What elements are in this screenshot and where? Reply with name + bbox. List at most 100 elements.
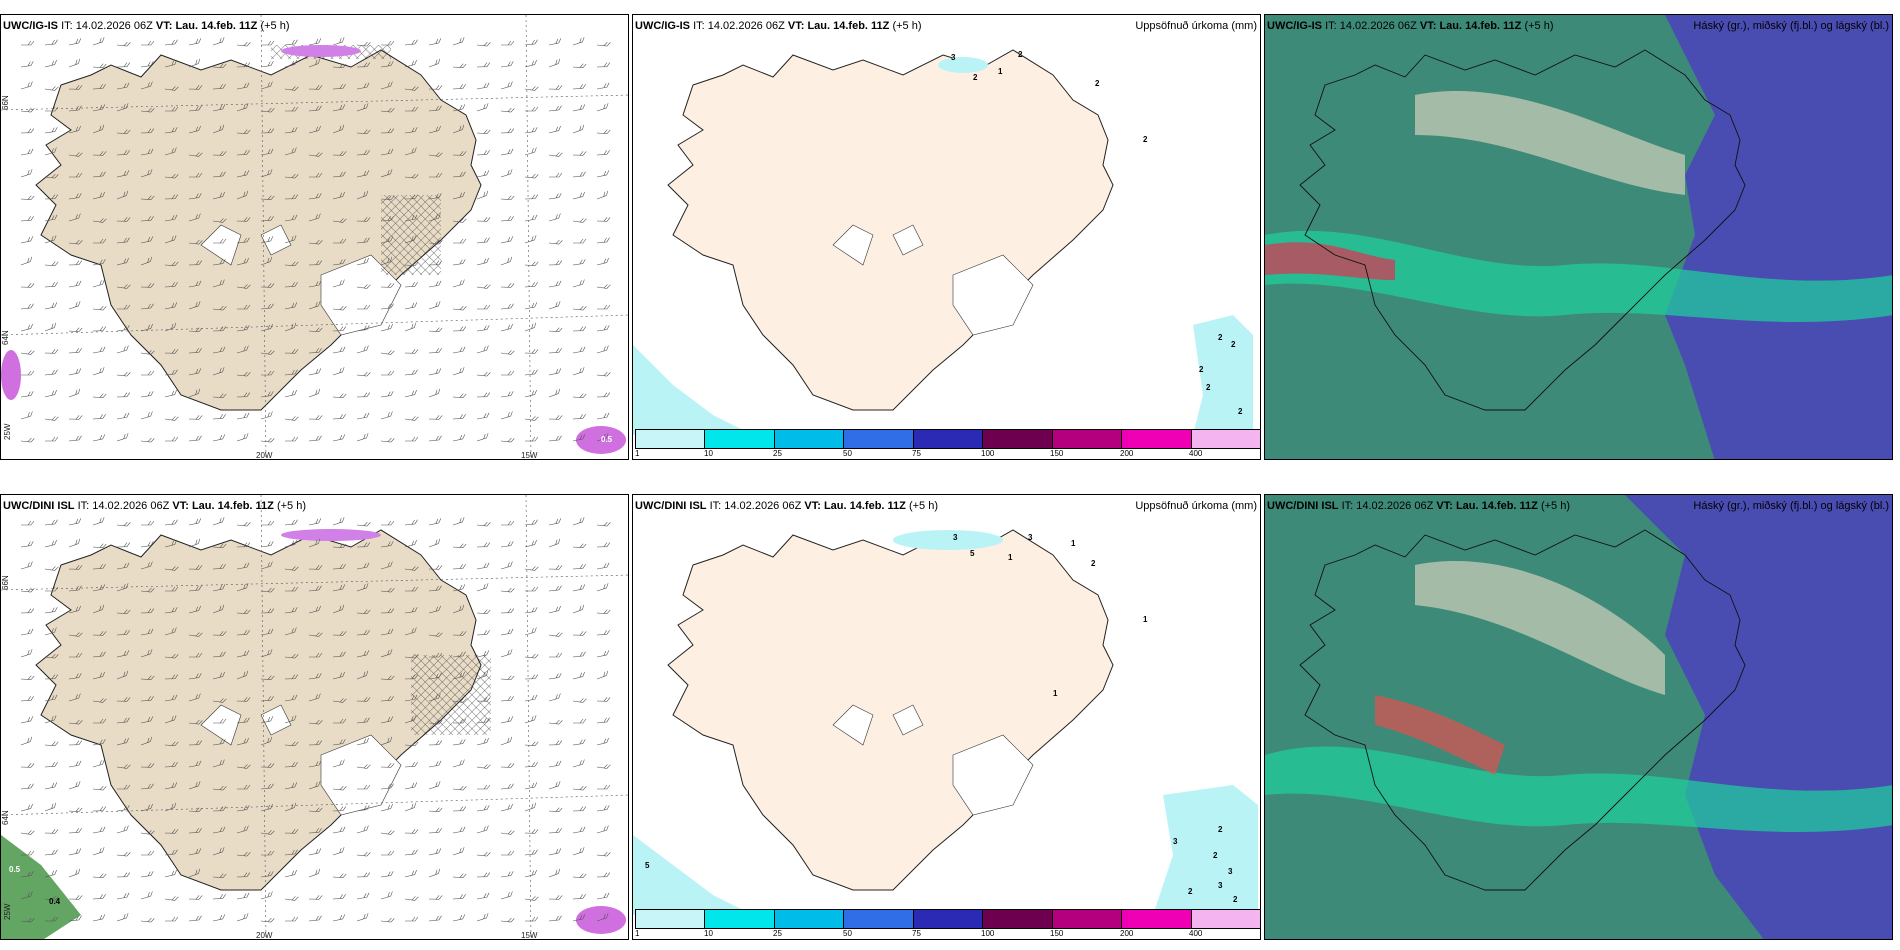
wind-barb xyxy=(141,520,155,526)
wind-barb xyxy=(212,873,227,878)
wind-barb xyxy=(524,369,538,376)
legend-swatch xyxy=(1052,910,1123,928)
precip-value: 2 xyxy=(1143,135,1148,144)
wind-barb xyxy=(548,239,563,245)
wind-barb xyxy=(284,782,298,790)
wind-barb xyxy=(380,783,394,790)
wind-barb xyxy=(68,565,83,570)
wind-barb xyxy=(596,190,609,200)
wind-barb xyxy=(332,739,346,746)
wind-barb xyxy=(140,628,154,636)
wind-barb xyxy=(500,169,513,178)
wind-barb xyxy=(164,86,179,91)
wind-barb xyxy=(20,81,33,90)
wind-barb xyxy=(452,305,467,311)
wind-barb xyxy=(572,847,585,856)
wind-barb xyxy=(548,565,563,570)
wind-barb xyxy=(284,322,297,332)
legend-tick: 1 xyxy=(635,449,640,458)
wind-barb xyxy=(428,827,442,834)
precip-value: 2 xyxy=(1199,365,1204,374)
wind-barb xyxy=(332,393,347,398)
wind-barb xyxy=(236,257,249,266)
wind-barb xyxy=(236,62,251,68)
wind-barb xyxy=(500,107,515,113)
wind-barb xyxy=(524,349,539,354)
wind-barb xyxy=(452,259,466,266)
legend-tick: 150 xyxy=(1050,449,1064,458)
wind-barb xyxy=(164,782,178,790)
wind-barb xyxy=(212,671,225,680)
wind-barb xyxy=(548,585,562,592)
wind-barb xyxy=(380,236,394,244)
wind-barb xyxy=(68,347,82,354)
wind-barb xyxy=(428,781,441,790)
legend-swatch xyxy=(636,910,706,928)
wind-barb xyxy=(476,41,491,47)
wind-barb xyxy=(140,411,153,420)
wind-barb xyxy=(597,784,611,790)
wind-barb xyxy=(92,218,107,223)
wind-barb xyxy=(68,415,83,420)
wind-barb xyxy=(188,868,201,878)
wind-barb xyxy=(21,520,35,526)
wind-barb xyxy=(453,718,467,724)
wind-barb xyxy=(164,349,179,354)
wind-barb xyxy=(44,302,58,310)
wind-barb xyxy=(44,173,59,179)
legend-tick: 200 xyxy=(1120,929,1134,938)
wind-barb xyxy=(20,608,35,614)
wind-barb xyxy=(68,693,81,702)
wind-barb xyxy=(404,674,419,680)
wind-barb xyxy=(572,517,585,526)
wind-barb xyxy=(164,694,178,702)
wind-barb xyxy=(428,632,443,637)
wind-barb xyxy=(285,106,299,112)
wind-barb xyxy=(572,631,587,636)
wind-barb xyxy=(68,38,82,46)
wind-barb xyxy=(116,325,130,332)
wind-barb xyxy=(452,651,466,658)
wind-barb xyxy=(381,520,395,526)
wind-barb xyxy=(188,260,203,266)
wind-barb xyxy=(548,538,561,548)
wind-barb xyxy=(548,781,561,790)
wind-barb xyxy=(164,802,177,812)
panel-wind-row2: UWC/DINI ISL IT: 14.02.2026 06Z VT: Lau.… xyxy=(0,494,629,940)
wind-barb xyxy=(572,305,587,311)
precip-legend xyxy=(635,429,1260,449)
wind-barb xyxy=(452,914,466,922)
wind-barb xyxy=(500,608,515,614)
wind-barb xyxy=(356,41,371,47)
wind-barb xyxy=(213,718,227,724)
wind-barb xyxy=(68,58,81,68)
wind-barb xyxy=(116,892,130,900)
wind-barb xyxy=(261,40,275,46)
wind-barb xyxy=(572,171,586,178)
wind-barb xyxy=(212,279,225,288)
wind-barb xyxy=(308,193,322,200)
wind-barb xyxy=(476,825,489,834)
wind-barb xyxy=(548,632,563,637)
wind-barb xyxy=(116,697,131,702)
wind-barb xyxy=(381,370,395,376)
legend-tick: 100 xyxy=(981,929,995,938)
wind-barb xyxy=(500,323,513,332)
wind-barb xyxy=(308,518,322,526)
wind-barb xyxy=(236,41,251,47)
wind-barb xyxy=(596,892,610,900)
wind-barb xyxy=(92,367,105,376)
wind-barb xyxy=(500,871,514,878)
wind-barb xyxy=(260,283,275,288)
wind-barb xyxy=(428,435,442,442)
wind-barb xyxy=(476,737,489,746)
precip-legend xyxy=(635,909,1260,929)
wind-barb xyxy=(116,851,131,857)
wind-barb xyxy=(260,61,274,68)
wind-barb xyxy=(404,127,418,134)
wind-barb xyxy=(476,851,491,857)
legend-ticks: 1 10 25 50 75 100 150 200 400 xyxy=(635,929,1259,939)
wind-barb xyxy=(356,697,371,702)
wind-barb xyxy=(92,651,106,658)
legend-tick: 400 xyxy=(1189,449,1203,458)
